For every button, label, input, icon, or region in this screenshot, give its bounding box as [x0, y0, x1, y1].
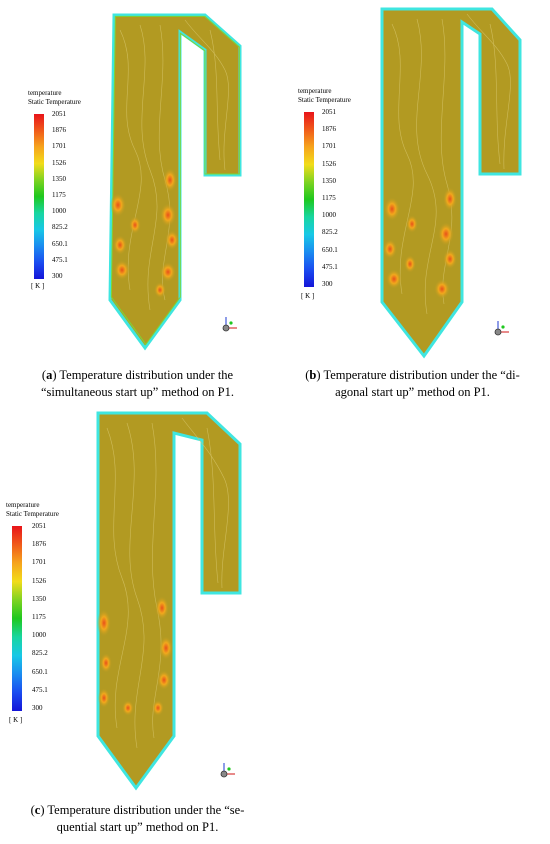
tick-label: 1876 [322, 125, 336, 134]
unit-label: [ K ] [9, 716, 23, 724]
hot-spots [110, 168, 179, 298]
tick-label: 475.1 [322, 262, 338, 271]
color-scale-bar [12, 526, 22, 711]
tick-label: 825.2 [32, 649, 48, 658]
tick-label: 2051 [322, 108, 336, 116]
tick-label: 1526 [322, 159, 336, 168]
tick-label: 1350 [52, 174, 66, 183]
tick-label: 1000 [52, 207, 66, 216]
caption-line2: “simultaneous start up” method on P1. [40, 385, 235, 399]
tick-label: 475.1 [32, 685, 48, 694]
tick-label: 1350 [32, 594, 46, 603]
legend-subtitle: Static Temperature [6, 510, 59, 518]
caption-label: a [46, 368, 53, 382]
caption-label: c [34, 803, 41, 817]
tick-label: 1876 [32, 540, 46, 549]
caption-a: (a) Temperature distribution under the “… [40, 368, 235, 399]
hot-spots [97, 596, 173, 716]
legend-c: temperature Static Temperature 2051 1876 1… [6, 502, 86, 732]
tick-label: 650.1 [52, 239, 68, 248]
axis-triad-b [494, 321, 509, 336]
legend-subtitle: Static Temperature [298, 96, 351, 104]
tick-label: 475.1 [52, 255, 68, 264]
legend-title: temperature [298, 87, 332, 95]
tick-label: 1876 [52, 126, 66, 135]
tick-label: 300 [32, 704, 43, 712]
tick-label: 300 [52, 272, 63, 280]
unit-label: [ K ] [301, 292, 315, 300]
tick-label: 1701 [322, 142, 336, 151]
caption-line1: Temperature distribution under the “se- [44, 803, 245, 817]
furnace-outline [380, 7, 522, 359]
axis-triad-c [220, 763, 235, 778]
legend-title: temperature [28, 89, 62, 97]
caption-line1: Temperature distribution under the “di- [320, 368, 520, 382]
tick-label: 1175 [52, 191, 66, 199]
legend-title: temperature [6, 501, 40, 509]
legend-subtitle: Static Temperature [28, 98, 81, 106]
caption-line1: Temperature distribution under the [56, 368, 234, 382]
legend-a: temperature Static Temperature 2051 1876 1… [28, 90, 98, 300]
tick-label: 1701 [52, 142, 66, 151]
tick-label: 1701 [32, 558, 46, 567]
color-scale-bar [304, 112, 314, 287]
unit-label: [ K ] [31, 282, 45, 290]
tick-label: 300 [322, 280, 333, 288]
tick-label: 825.2 [322, 228, 338, 237]
caption-label: b [309, 368, 317, 382]
tick-label: 1175 [322, 194, 336, 202]
caption-c: (c) Temperature distribution under the “… [30, 803, 245, 834]
tick-label: 1526 [32, 576, 46, 585]
tick-label: 1000 [32, 631, 46, 640]
tick-label: 650.1 [322, 245, 338, 254]
hot-spots [383, 187, 457, 299]
tick-label: 650.1 [32, 667, 48, 676]
tick-label: 1526 [52, 158, 66, 167]
tick-label: 2051 [32, 522, 46, 530]
caption-b: (b) Temperature distribution under the “… [305, 368, 520, 399]
legend-b: temperature Static Temperature 2051 1876 1… [298, 87, 368, 300]
boiler-contour-c [96, 411, 242, 791]
boiler-contour-a [108, 13, 242, 351]
tick-label: 1350 [322, 176, 336, 185]
caption-line2: agonal start up” method on P1. [335, 385, 490, 399]
caption-line2: quential start up” method on P1. [56, 820, 219, 834]
color-scale-bar [34, 114, 44, 279]
axis-triad-a [222, 317, 237, 332]
tick-label: 1175 [32, 613, 46, 621]
tick-label: 2051 [52, 110, 66, 118]
tick-label: 1000 [322, 211, 336, 220]
tick-label: 825.2 [52, 223, 68, 232]
isotherm-lines [391, 13, 511, 315]
furnace-outline [96, 411, 242, 791]
boiler-contour-b [380, 7, 522, 359]
